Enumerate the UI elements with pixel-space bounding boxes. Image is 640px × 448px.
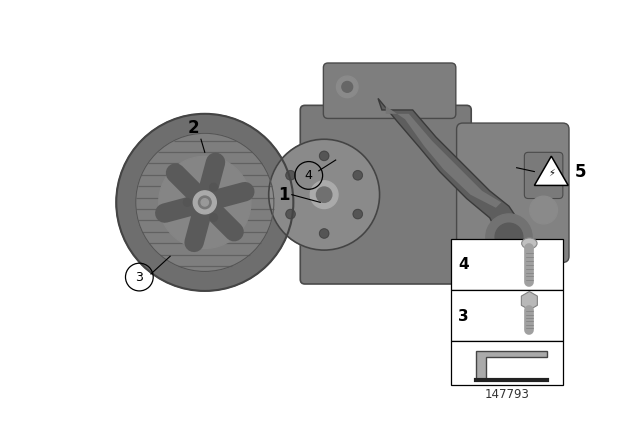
Text: 2: 2: [188, 119, 199, 137]
FancyBboxPatch shape: [323, 63, 456, 118]
Circle shape: [136, 134, 274, 271]
Circle shape: [193, 191, 216, 214]
Circle shape: [159, 156, 251, 248]
Polygon shape: [534, 156, 568, 185]
Circle shape: [530, 196, 557, 224]
Wedge shape: [208, 206, 244, 241]
Ellipse shape: [522, 238, 537, 249]
Circle shape: [310, 181, 338, 208]
Polygon shape: [522, 292, 538, 310]
Circle shape: [316, 187, 332, 202]
FancyBboxPatch shape: [300, 105, 471, 284]
Circle shape: [269, 139, 380, 250]
Circle shape: [353, 171, 362, 180]
Wedge shape: [212, 175, 245, 211]
Circle shape: [353, 210, 362, 219]
Circle shape: [319, 151, 329, 160]
Circle shape: [201, 198, 209, 206]
Polygon shape: [476, 350, 547, 380]
FancyBboxPatch shape: [456, 123, 569, 263]
FancyBboxPatch shape: [459, 271, 532, 310]
Circle shape: [210, 183, 218, 191]
Circle shape: [198, 196, 211, 209]
Circle shape: [337, 76, 358, 98]
Text: 4: 4: [458, 258, 469, 272]
Circle shape: [486, 214, 532, 260]
Circle shape: [495, 223, 523, 251]
Wedge shape: [177, 210, 214, 243]
Circle shape: [286, 171, 295, 180]
Circle shape: [319, 229, 329, 238]
Bar: [451, 290, 563, 341]
Wedge shape: [164, 193, 197, 230]
FancyBboxPatch shape: [524, 152, 563, 198]
Bar: [451, 341, 563, 385]
Circle shape: [286, 210, 295, 219]
Text: 5: 5: [575, 163, 586, 181]
Text: 3: 3: [458, 309, 469, 323]
Circle shape: [116, 114, 293, 291]
Text: 147793: 147793: [484, 388, 529, 401]
Text: ⚡: ⚡: [548, 168, 555, 178]
Circle shape: [342, 82, 353, 92]
Text: 3: 3: [136, 271, 143, 284]
Bar: [451, 238, 563, 290]
Circle shape: [210, 214, 218, 221]
Polygon shape: [378, 99, 520, 245]
Polygon shape: [386, 106, 501, 208]
Wedge shape: [166, 164, 202, 199]
Text: 4: 4: [305, 169, 313, 182]
Circle shape: [184, 198, 191, 206]
Text: 1: 1: [278, 185, 289, 204]
Wedge shape: [196, 162, 232, 194]
